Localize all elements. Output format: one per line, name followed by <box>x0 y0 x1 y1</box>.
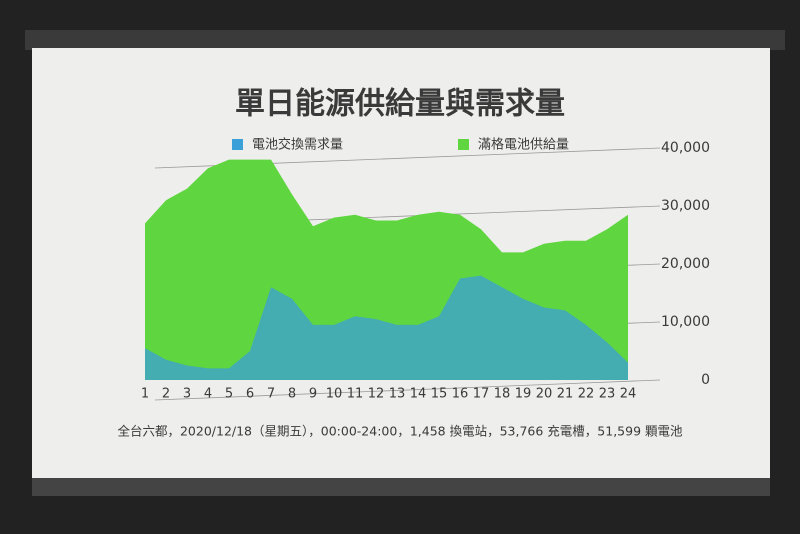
x-tick-label: 9 <box>309 387 317 402</box>
x-tick-label: 16 <box>452 387 469 402</box>
legend-label: 電池交換需求量 <box>252 137 343 153</box>
x-tick-label: 14 <box>410 387 427 402</box>
x-tick-label: 21 <box>557 387 574 402</box>
x-tick-label: 7 <box>267 387 275 402</box>
x-tick-label: 11 <box>347 387 364 402</box>
x-tick-label: 18 <box>494 387 511 402</box>
x-tick-label: 4 <box>204 387 212 402</box>
x-tick-label: 1 <box>141 387 149 402</box>
x-tick-label: 8 <box>288 387 296 402</box>
x-tick-label: 20 <box>536 387 553 402</box>
x-tick-label: 24 <box>620 387 637 402</box>
x-tick-label: 17 <box>473 387 490 402</box>
legend-swatch <box>232 139 243 150</box>
legend-swatch <box>458 139 469 150</box>
y-tick-label: 0 <box>701 372 710 388</box>
x-tick-label: 13 <box>389 387 406 402</box>
area <box>145 275 628 380</box>
y-tick-label: 20,000 <box>661 256 710 272</box>
x-tick-label: 15 <box>431 387 448 402</box>
x-tick-label: 22 <box>578 387 595 402</box>
screen-frame <box>25 30 785 50</box>
x-tick-label: 10 <box>326 387 343 402</box>
y-tick-label: 30,000 <box>661 198 710 214</box>
x-tick-label: 12 <box>368 387 385 402</box>
grid-line <box>154 379 661 401</box>
chart-title: 單日能源供給量與需求量 <box>235 87 565 122</box>
annotation: 全台六都，2020/12/18（星期五），00:00-24:00，1,458 換… <box>117 424 683 439</box>
x-tick-label: 23 <box>599 387 616 402</box>
x-tick-label: 2 <box>162 387 170 402</box>
x-tick-label: 5 <box>225 387 233 402</box>
x-tick-label: 19 <box>515 387 532 402</box>
y-tick-label: 10,000 <box>661 314 710 330</box>
x-tick-label: 6 <box>246 387 254 402</box>
x-tick-label: 3 <box>183 387 191 402</box>
y-tick-label: 40,000 <box>661 140 710 156</box>
screen-bottom <box>32 478 770 496</box>
legend-label: 滿格電池供給量 <box>478 137 569 153</box>
